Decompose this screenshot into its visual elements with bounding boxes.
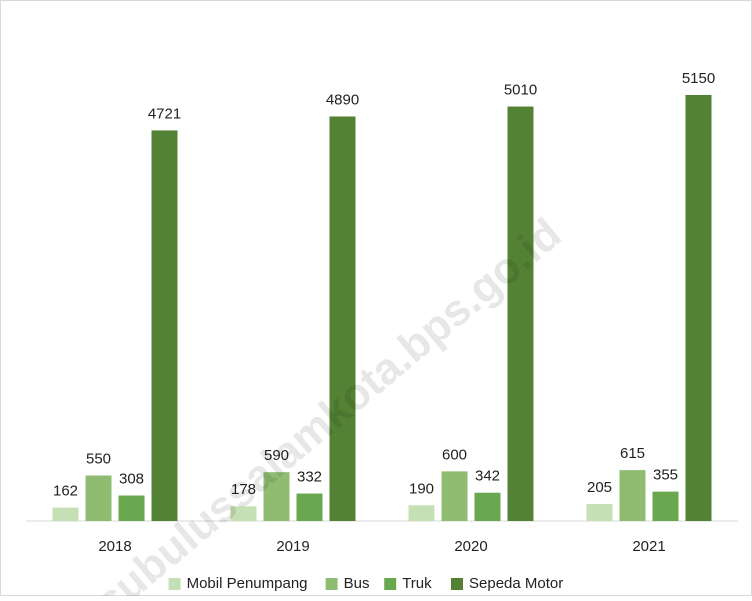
legend-label: Truk bbox=[402, 575, 432, 592]
bar bbox=[151, 130, 178, 521]
bar bbox=[474, 492, 501, 521]
legend-swatch bbox=[325, 578, 338, 590]
data-label: 355 bbox=[653, 467, 678, 484]
bar bbox=[441, 471, 468, 521]
legend-label: Mobil Penumpang bbox=[187, 575, 308, 592]
bar bbox=[619, 470, 646, 521]
legend-swatch bbox=[451, 578, 463, 590]
data-label: 4890 bbox=[326, 91, 359, 108]
bar bbox=[652, 491, 679, 521]
data-label: 332 bbox=[297, 469, 322, 486]
bar bbox=[296, 493, 323, 521]
data-label: 550 bbox=[86, 450, 111, 467]
data-label: 600 bbox=[442, 446, 467, 463]
bar bbox=[85, 475, 112, 521]
data-label: 590 bbox=[264, 447, 289, 464]
legend-label: Bus bbox=[344, 575, 370, 592]
bar bbox=[263, 472, 290, 521]
x-tick-label: 2019 bbox=[276, 538, 309, 555]
bar bbox=[118, 495, 145, 521]
data-label: 615 bbox=[620, 445, 645, 462]
x-tick-label: 2020 bbox=[454, 538, 487, 555]
x-tick-label: 2021 bbox=[632, 538, 665, 555]
data-label: 190 bbox=[409, 480, 434, 497]
bar bbox=[685, 94, 712, 522]
data-label: 5010 bbox=[504, 82, 537, 99]
legend-swatch bbox=[168, 578, 181, 590]
data-label: 162 bbox=[53, 483, 78, 500]
bar bbox=[408, 505, 435, 521]
data-label: 205 bbox=[587, 479, 612, 496]
legend-label: Sepeda Motor bbox=[469, 575, 563, 592]
bar bbox=[329, 116, 356, 522]
data-label: 5150 bbox=[682, 70, 715, 87]
legend-swatch bbox=[384, 578, 397, 590]
data-label: 342 bbox=[475, 468, 500, 485]
data-label: 178 bbox=[231, 481, 256, 498]
bar bbox=[586, 504, 613, 521]
data-label: 4721 bbox=[148, 105, 181, 122]
bar bbox=[230, 506, 257, 521]
x-tick-label: 2018 bbox=[98, 538, 131, 555]
data-label: 308 bbox=[119, 470, 144, 487]
bar bbox=[507, 106, 534, 521]
bar bbox=[52, 507, 79, 521]
